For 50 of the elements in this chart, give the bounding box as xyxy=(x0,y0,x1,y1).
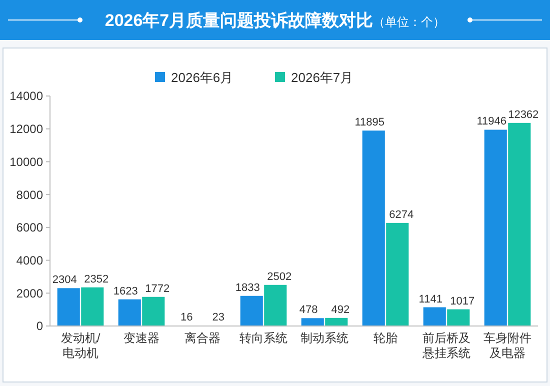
data-label: 1141 xyxy=(418,293,442,306)
data-label: 2502 xyxy=(267,270,292,283)
bar xyxy=(423,307,446,326)
y-tick-label: 2000 xyxy=(16,286,44,300)
data-label: 11946 xyxy=(476,116,507,128)
chart-subtitle: （单位：个） xyxy=(373,15,446,29)
bar xyxy=(142,296,165,326)
bar xyxy=(57,288,80,326)
bar xyxy=(386,222,409,326)
x-tick-label: 发动机/电动机 xyxy=(60,331,101,360)
y-tick-label: 14000 xyxy=(10,89,44,104)
y-tick-label: 0 xyxy=(36,319,44,334)
y-tick-label: 12000 xyxy=(10,122,44,136)
data-label: 11895 xyxy=(354,116,385,129)
data-label: 23 xyxy=(212,312,225,324)
data-label: 1623 xyxy=(113,285,138,298)
bar xyxy=(118,299,141,326)
y-tick-label: 4000 xyxy=(16,253,44,268)
bar xyxy=(301,318,324,326)
x-tick-label: 轮胎 xyxy=(374,331,398,345)
y-tick-label: 8000 xyxy=(16,188,44,202)
bar xyxy=(484,130,507,326)
bar xyxy=(508,122,531,326)
legend-label: 2026年6月 xyxy=(171,70,234,85)
legend-label: 2026年7月 xyxy=(291,70,354,85)
x-tick-label: 前后桥及悬挂系统 xyxy=(422,331,470,360)
bar xyxy=(447,309,470,326)
data-label: 1017 xyxy=(450,295,475,308)
bar xyxy=(264,284,287,326)
data-label: 478 xyxy=(299,304,318,316)
y-tick-label: 6000 xyxy=(16,220,44,235)
x-tick-label: 离合器 xyxy=(184,331,220,345)
data-label: 6274 xyxy=(389,208,414,221)
chart-title: 2026年7月质量问题投诉故障数对比 xyxy=(104,11,374,30)
bar xyxy=(325,318,348,326)
data-label: 2352 xyxy=(84,273,109,286)
data-label: 492 xyxy=(331,304,350,316)
data-label: 16 xyxy=(180,312,193,324)
y-tick-label: 10000 xyxy=(10,154,44,169)
x-tick-label: 变速器 xyxy=(124,331,160,345)
data-label: 1772 xyxy=(145,282,170,295)
x-tick-label: 制动系统 xyxy=(300,331,348,345)
bar xyxy=(362,130,385,326)
bar xyxy=(81,287,104,326)
x-tick-label: 车身附件及电器 xyxy=(484,331,532,360)
data-label: 2304 xyxy=(52,274,77,286)
x-tick-label: 转向系统 xyxy=(240,331,288,345)
data-label: 1833 xyxy=(235,282,260,294)
data-label: 12362 xyxy=(508,108,539,121)
bar xyxy=(240,296,263,326)
